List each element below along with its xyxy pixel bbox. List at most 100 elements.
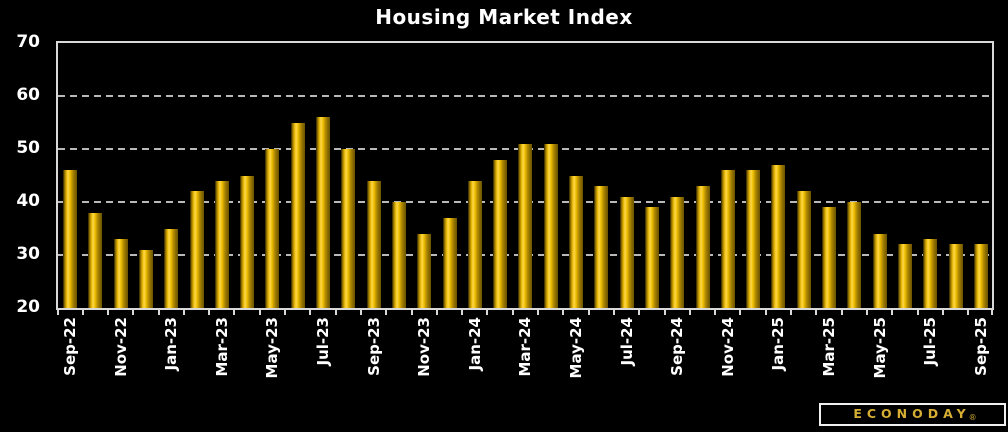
bar-nov-24 — [720, 170, 735, 308]
econoday-logo: ECONODAY ® — [819, 403, 1006, 426]
x-tick-label-text: Mar-24 — [516, 317, 535, 377]
bar-jul-24 — [619, 196, 634, 308]
x-tick-label-nov-24: Nov-24 — [719, 317, 737, 381]
x-tick-label-sep-25: Sep-25 — [972, 317, 990, 380]
x-axis-tick — [587, 310, 590, 315]
x-axis-tick — [941, 310, 944, 315]
x-axis-tick — [562, 310, 565, 315]
x-tick-label-jul-23: Jul-23 — [314, 317, 332, 370]
bar-oct-24 — [695, 186, 710, 308]
x-axis-tick — [385, 310, 388, 315]
bar-aug-24 — [644, 207, 659, 308]
x-axis-tick — [739, 310, 742, 315]
bar-mar-25 — [822, 207, 836, 308]
x-axis-tick — [537, 310, 540, 315]
bar-jan-24 — [467, 180, 482, 308]
bar-apr-25 — [847, 202, 862, 308]
x-tick-label-text: Nov-24 — [718, 317, 737, 377]
x-tick-label-text: Jul-25 — [921, 317, 940, 366]
bar-feb-25 — [796, 191, 811, 308]
x-tick-label-text: May-24 — [567, 317, 585, 379]
x-tick-label-jan-25: Jan-25 — [769, 317, 787, 374]
bar-oct-23 — [391, 202, 406, 308]
x-axis-tick — [182, 310, 185, 315]
bar-apr-23 — [240, 175, 255, 308]
x-axis-tick — [991, 310, 993, 315]
x-tick-label-may-25: May-25 — [871, 317, 889, 382]
x-axis-tick — [81, 310, 84, 315]
x-tick-label-text: May-23 — [263, 317, 282, 379]
bar-apr-24 — [543, 143, 558, 308]
bar-feb-23 — [189, 191, 204, 308]
bar-sep-25 — [973, 244, 988, 308]
x-tick-label-may-24: May-24 — [567, 317, 585, 382]
x-axis-tick — [916, 310, 919, 315]
x-axis-tick — [714, 310, 717, 315]
bar-sep-23 — [366, 180, 381, 308]
bar-oct-22 — [88, 212, 103, 308]
x-tick-label-text: Jan-23 — [162, 317, 181, 371]
x-axis-tick — [486, 310, 489, 315]
x-tick-label-sep-24: Sep-24 — [668, 317, 686, 380]
y-tick-label-40: 40 — [16, 191, 40, 211]
x-tick-label-may-23: May-23 — [263, 317, 281, 382]
y-tick-label-70: 70 — [16, 32, 40, 52]
x-tick-label-sep-22: Sep-22 — [61, 317, 79, 380]
x-axis-tick — [815, 310, 818, 315]
x-tick-label-text: Sep-23 — [364, 317, 383, 376]
bar-jan-25 — [771, 164, 786, 308]
x-tick-label-text: Jul-23 — [314, 317, 332, 366]
x-tick-label-text: Jan-25 — [769, 317, 788, 371]
x-tick-label-text: Sep-25 — [971, 317, 990, 376]
x-tick-label-jan-24: Jan-24 — [466, 317, 484, 374]
y-tick-label-50: 50 — [16, 138, 40, 158]
bar-jan-23 — [164, 228, 179, 308]
x-axis-tick — [511, 310, 514, 315]
bar-dec-22 — [138, 249, 153, 308]
x-axis-tick — [663, 310, 666, 315]
bar-jun-24 — [594, 186, 609, 308]
x-tick-label-text: Sep-24 — [668, 317, 687, 376]
x-axis-tick — [688, 310, 691, 315]
x-axis-tick — [435, 310, 438, 315]
bar-sep-24 — [670, 196, 685, 308]
x-tick-label-text: Jul-24 — [617, 317, 636, 366]
x-axis-tick — [891, 310, 894, 315]
x-tick-label-nov-23: Nov-23 — [415, 317, 433, 381]
x-tick-label-text: Mar-25 — [820, 317, 838, 377]
plot-area — [56, 41, 994, 310]
bar-dec-23 — [442, 217, 457, 308]
x-axis-tick — [132, 310, 135, 315]
x-tick-label-jul-24: Jul-24 — [618, 317, 636, 370]
x-axis-tick — [359, 310, 362, 315]
x-tick-label-mar-24: Mar-24 — [516, 317, 534, 381]
x-axis-tick — [258, 310, 261, 315]
x-axis-tick — [309, 310, 312, 315]
chart-title: Housing Market Index — [375, 5, 633, 29]
x-axis-tick — [334, 310, 337, 315]
x-axis-tick — [764, 310, 767, 315]
econoday-logo-text: ECONODAY — [853, 406, 971, 422]
bar-nov-23 — [417, 233, 432, 308]
gridline-60 — [58, 95, 992, 97]
x-axis-tick — [233, 310, 236, 315]
x-axis-tick — [865, 310, 868, 315]
bar-aug-25 — [948, 244, 963, 308]
x-axis-tick — [461, 310, 464, 315]
bar-jul-23 — [316, 117, 330, 308]
x-axis-tick — [106, 310, 109, 315]
bar-sep-22 — [63, 170, 77, 308]
x-axis-tick — [284, 310, 287, 315]
bar-may-24 — [569, 175, 583, 308]
x-tick-label-text: Sep-22 — [61, 317, 79, 376]
x-tick-label-jan-23: Jan-23 — [162, 317, 180, 374]
x-tick-label-text: Nov-22 — [111, 317, 130, 377]
bar-may-25 — [872, 233, 887, 308]
x-tick-label-nov-22: Nov-22 — [112, 317, 130, 381]
bar-nov-22 — [113, 239, 128, 308]
x-tick-label-text: Jan-24 — [465, 317, 484, 371]
x-axis-tick — [840, 310, 843, 315]
x-tick-label-mar-23: Mar-23 — [213, 317, 231, 381]
x-axis-tick — [967, 310, 970, 315]
